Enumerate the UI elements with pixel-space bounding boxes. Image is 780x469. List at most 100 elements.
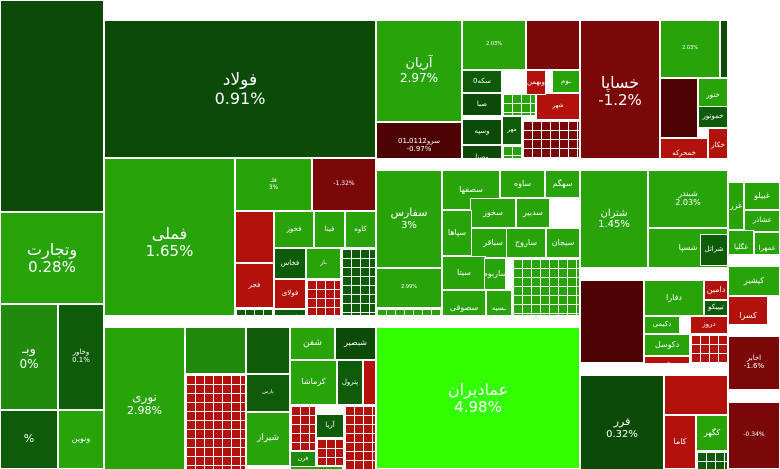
stock-tile[interactable] [235,211,274,263]
sector-title[interactable] [376,315,580,327]
stock-tile[interactable]: سخوز [470,198,516,228]
stock-tile[interactable]: ساوه [500,170,545,198]
sector-title[interactable] [104,315,376,327]
stock-tile[interactable]: شبصیر [335,327,376,360]
minor-constituents-cell[interactable] [185,374,246,469]
stock-tile[interactable]: شبندر 2.03% [648,170,728,228]
minor-constituents-cell[interactable] [341,248,376,327]
stock-tile[interactable] [363,360,376,405]
stock-tile[interactable]: وبهمن [526,70,546,95]
stock-tile[interactable]: -0.34% [728,402,780,469]
minor-constituents-cell[interactable] [290,405,316,451]
sector-title[interactable] [104,8,376,20]
stock-tile[interactable]: ساربوم [484,258,506,290]
sector-title[interactable] [728,390,780,402]
minor-constituents-cell[interactable] [512,258,580,327]
stock-tile[interactable]: فرر 0.32% [580,375,664,469]
stock-tile[interactable]: دروز [690,316,728,334]
stock-tile[interactable]: پارس [246,374,290,412]
stock-tile[interactable]: شتران 1.45% [580,170,648,268]
sector-title[interactable] [728,158,780,170]
stock-tile[interactable]: پترول [337,360,363,405]
stock-tile[interactable]: غزر [728,182,744,230]
stock-tile[interactable]: فولای [274,279,306,309]
stock-tile[interactable]: 2.03% [462,20,526,70]
stock-tile[interactable]: کگهر [696,415,728,451]
stock-tile[interactable] [185,327,246,374]
stock-tile[interactable]: ساروج [506,228,546,258]
sector-title[interactable] [580,363,728,375]
stock-tile[interactable]: دکوسل [644,334,690,356]
stock-tile[interactable]: دفارا [644,280,704,316]
stock-tile[interactable]: کاوه [345,211,376,248]
stock-tile[interactable]: وتجارت 0.28% [0,212,104,304]
stock-tile[interactable]: ـوم [552,70,580,93]
stock-tile[interactable]: اخابر -1.6% [728,336,780,390]
stock-tile[interactable] [526,20,580,70]
stock-tile[interactable]: دامین [704,280,728,300]
stock-tile[interactable]: عماديران 4.98% [376,327,580,469]
stock-tile[interactable]: دکیمی [644,316,680,334]
stock-tile[interactable] [660,78,698,138]
stock-tile[interactable]: شفن [290,327,335,360]
minor-constituents-cell[interactable] [696,451,728,469]
stock-tile[interactable] [664,375,728,415]
stock-tile[interactable]: فخوز [274,211,314,248]
stock-tile[interactable] [246,327,290,374]
stock-tile[interactable]: سکه0 [462,70,502,93]
sector-title[interactable] [580,268,728,280]
sector-title[interactable] [580,8,728,20]
sector-title[interactable] [376,8,580,20]
stock-tile[interactable]: غبیلو [744,182,780,210]
stock-tile[interactable] [720,20,728,78]
stock-tile[interactable]: فلـ 3% [235,158,312,211]
stock-tile[interactable]: سفارس 3% [376,170,442,268]
stock-tile[interactable]: فرن [290,451,316,467]
stock-tile[interactable]: خکار [708,128,728,164]
stock-tile[interactable]: آریا [316,414,344,438]
stock-tile[interactable]: فیتا [314,211,345,248]
stock-tile[interactable]: فملی 1.65% [104,158,235,327]
stock-tile[interactable]: % [0,410,58,469]
stock-tile[interactable] [580,280,644,363]
stock-tile[interactable]: سدبیر [516,198,550,228]
stock-tile[interactable]: تیپیکو [704,300,728,316]
stock-tile[interactable]: کیشیر [728,266,780,296]
stock-tile[interactable]: سهگم [545,170,580,198]
sector-title[interactable] [580,158,728,170]
minor-constituents-cell[interactable] [344,405,376,469]
stock-tile[interactable]: شهر [536,93,580,120]
stock-tile[interactable]: صبا [462,93,502,116]
sector-title[interactable] [728,254,780,266]
stock-tile[interactable]: غشاذر [744,210,780,232]
sector-title[interactable] [728,324,780,336]
stock-tile[interactable]: وسپه [462,119,502,145]
stock-tile[interactable]: سیتا [442,256,486,290]
stock-tile[interactable]: خساپا -1.2% [580,20,660,162]
stock-tile[interactable]: فولاد 0.91% [104,20,376,158]
stock-tile[interactable]: خموتور [698,106,728,128]
minor-constituents-cell[interactable] [316,438,344,466]
stock-tile[interactable]: نوری 2.98% [104,327,185,469]
stock-symbol: فولای [281,289,299,298]
stock-tile[interactable]: کاما [664,415,696,469]
stock-tile[interactable]: 2.99% [376,268,442,308]
stock-tile[interactable] [0,0,104,212]
stock-tile[interactable]: فجر [235,263,274,308]
stock-tile[interactable]: -1.32% [312,158,376,211]
stock-tile[interactable]: شیراز [246,412,290,466]
stock-tile[interactable]: وبـ 0% [0,304,58,410]
stock-tile[interactable]: آریان 2.97% [376,20,462,122]
stock-tile[interactable]: سپاها [442,210,472,256]
minor-constituents-cell[interactable] [502,93,536,116]
stock-tile[interactable]: شراتل [700,234,728,266]
sector-title[interactable] [376,158,580,170]
stock-tile[interactable]: فخاس [274,248,306,279]
stock-tile[interactable]: کرماشا [290,360,337,405]
stock-tile[interactable]: وخاور 0.1% [58,304,104,410]
stock-tile[interactable]: ـار [306,248,341,279]
stock-tile[interactable]: 2.03% [660,20,720,78]
stock-tile[interactable]: ونوین [58,410,104,469]
stock-tile[interactable]: مهر [502,116,522,145]
stock-tile[interactable]: سیجان [546,228,580,258]
